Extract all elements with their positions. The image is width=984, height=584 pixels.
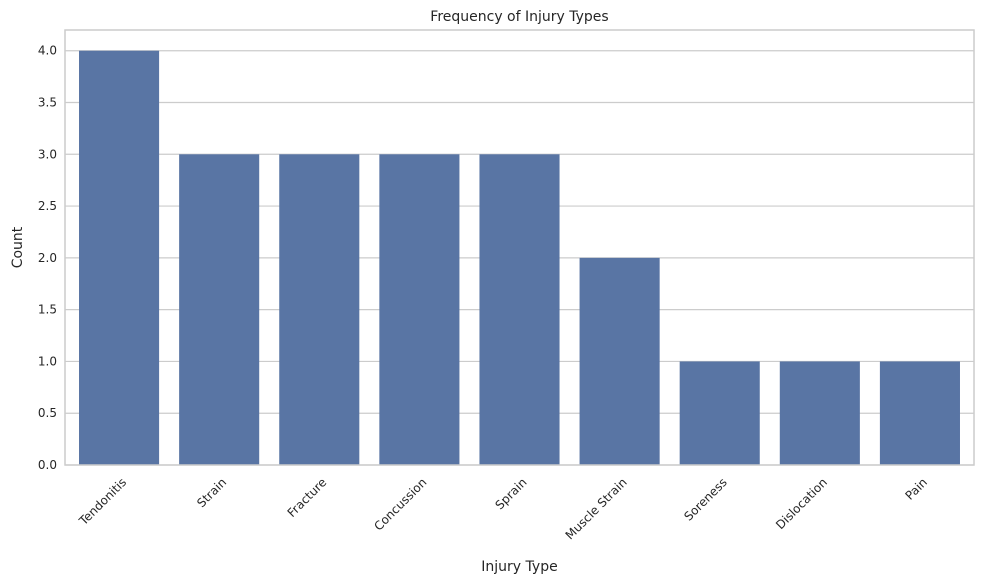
x-tick-label: Sprain (493, 475, 530, 512)
x-tick-label: Muscle Strain (563, 475, 630, 542)
x-tick-label: Tendonitis (76, 475, 129, 528)
bar-soreness (679, 361, 760, 465)
bar-muscle-strain (579, 257, 660, 465)
bar-strain (179, 154, 260, 466)
y-tick-label: 2.0 (38, 251, 57, 265)
y-tick-label: 3.5 (38, 96, 57, 110)
y-tick-label: 1.0 (38, 354, 57, 368)
y-tick-labels: 0.0 0.5 1.0 1.5 2.0 2.5 3.0 3.5 4.0 (38, 44, 57, 472)
x-tick-label: Dislocation (773, 475, 830, 532)
x-axis-label: Injury Type (481, 559, 557, 575)
bar-concussion (379, 154, 460, 466)
bar-pain (879, 361, 960, 465)
chart-title: Frequency of Injury Types (430, 9, 608, 25)
y-tick-label: 2.5 (38, 199, 57, 213)
x-tick-label: Fracture (285, 475, 330, 520)
x-tick-label: Soreness (681, 475, 729, 523)
bar-tendonitis (79, 50, 160, 465)
bar-sprain (479, 154, 560, 466)
bar-dislocation (779, 361, 860, 465)
plot-frame (64, 29, 975, 466)
y-tick-label: 0.5 (38, 406, 57, 420)
y-tick-label: 1.5 (38, 303, 57, 317)
x-tick-label: Concussion (371, 475, 429, 533)
bar-fracture (279, 154, 360, 466)
x-tick-label: Strain (194, 475, 229, 510)
y-tick-label: 3.0 (38, 147, 57, 161)
bars (79, 50, 960, 466)
x-tick-labels: Tendonitis Strain Fracture Concussion Sprain… (76, 475, 930, 542)
x-tick-label: Pain (902, 475, 930, 503)
y-axis-label: Count (10, 226, 26, 268)
y-tick-label: 4.0 (38, 44, 57, 58)
y-tick-label: 0.0 (38, 458, 57, 472)
